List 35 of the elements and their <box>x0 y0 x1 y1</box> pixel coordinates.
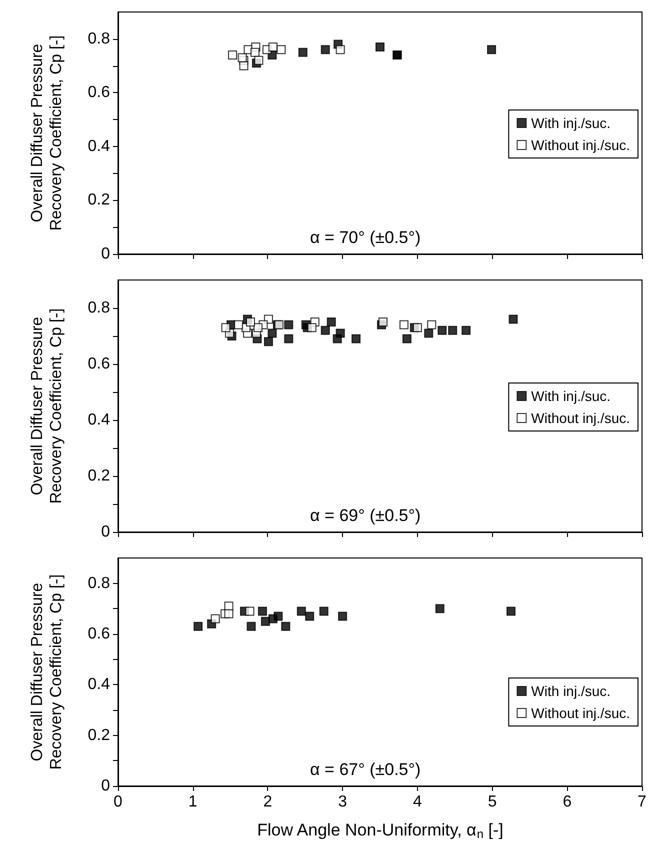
x-tick-label: 3 <box>338 794 348 810</box>
x-tick-label: 4 <box>412 794 422 810</box>
x-tick-label: 5 <box>488 794 497 810</box>
legend-label: With inj./suc. <box>531 388 611 404</box>
x-tick-label: 6 <box>562 794 572 810</box>
legend-label: Without inj./suc. <box>531 705 630 721</box>
y-tick-label: 0 <box>101 778 110 794</box>
y-tick-label: 0 <box>101 246 110 262</box>
legend-label: With inj./suc. <box>531 115 611 131</box>
x-tick-label: 2 <box>263 794 272 810</box>
y-tick-label: 0.4 <box>88 138 110 155</box>
y-axis-title: Overall Diffuser Pressure Recovery Coefficient, Cp [-] <box>29 35 65 231</box>
annotation: α = 70° (±0.5°) <box>310 228 421 247</box>
legend-label: Without inj./suc. <box>531 410 630 426</box>
y-tick-label: 0.4 <box>88 412 110 428</box>
y-tick-label: 0.2 <box>88 726 110 744</box>
y-tick-label: 0.6 <box>88 84 110 102</box>
y-tick-label: 0.6 <box>88 626 110 642</box>
x-tick-label: 0 <box>114 794 123 810</box>
legend-label: With inj./suc. <box>531 683 611 699</box>
annotation: α = 67° (±0.5°) <box>310 760 421 779</box>
legend-label: Without inj./suc. <box>531 137 630 153</box>
x-tick-label: 7 <box>638 794 647 810</box>
y-tick-label: 0.8 <box>88 574 110 592</box>
y-tick-label: 0.2 <box>88 468 110 484</box>
y-tick-label: 0.8 <box>88 30 110 48</box>
annotation: α = 69° (±0.5°) <box>310 506 421 525</box>
y-tick-label: 0 <box>101 524 110 540</box>
y-tick-label: 0.4 <box>88 676 110 694</box>
y-axis-title: Overall Diffuser Pressure Recovery Coefficient, Cp [-] <box>29 574 65 770</box>
x-tick-label: 1 <box>188 794 198 810</box>
y-tick-label: 0.6 <box>88 356 110 372</box>
y-tick-label: 0.8 <box>88 300 110 316</box>
y-tick-label: 0.2 <box>88 192 110 209</box>
y-axis-title: Overall Diffuser Pressure Recovery Coefficient, Cp [-] <box>29 308 65 504</box>
